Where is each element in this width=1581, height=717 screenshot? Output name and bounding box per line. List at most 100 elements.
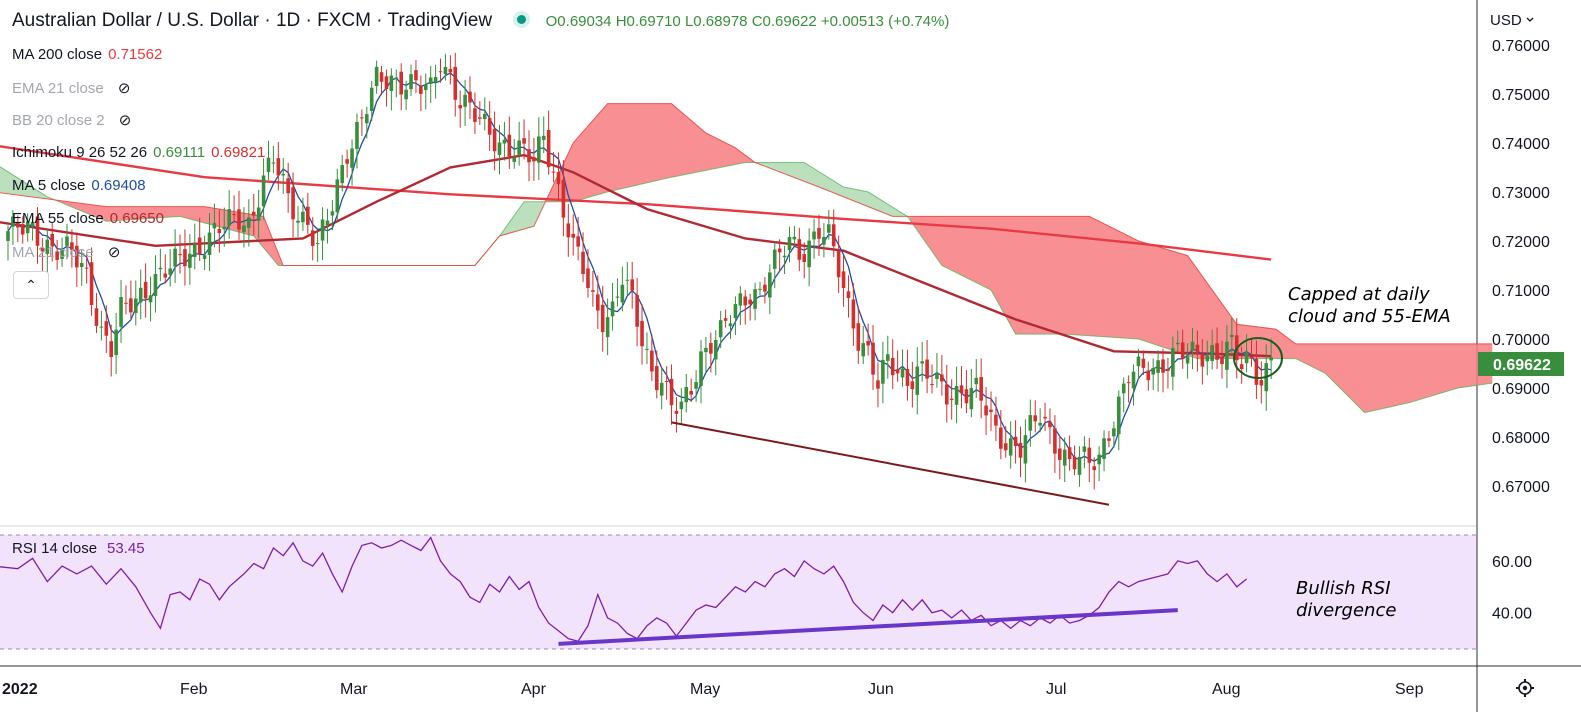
legend-ma200[interactable]: MA 200 close 0.71562 [12,46,162,63]
candle-body [674,410,679,414]
candle-body [379,72,384,82]
candle-body [640,320,644,347]
candle-body [772,249,777,269]
candle-body [1048,422,1052,428]
candle-body [866,340,870,346]
candle-body [1146,370,1151,381]
candle-body [596,294,600,311]
candle-body [227,209,231,226]
candle-body [905,368,910,386]
candle-body [202,255,207,259]
time-axis-tick: Jul [1046,681,1066,698]
candle-body [1126,382,1131,384]
candle-body [217,228,222,234]
cloud-segment [546,103,756,202]
time-axis-tick: Jun [868,681,894,698]
candle-body [271,162,276,164]
legend-bb[interactable]: BB 20 close 2 ⊘ [12,111,131,129]
candle-body [979,377,983,401]
candle-body [984,405,988,416]
candle-body [1200,353,1205,367]
annotation-capped-line2: cloud and 55-EMA [1288,306,1451,327]
candle-body [419,86,423,94]
candle-body [1195,344,1200,352]
candle-body [463,94,467,107]
candle-body [492,128,497,152]
candle-body [1102,438,1106,459]
candle-body [748,299,752,305]
candle-body [610,301,615,317]
candle-body [124,302,128,304]
candle-body [242,225,246,233]
chevron-down-icon[interactable] [1526,17,1534,22]
candle-body [384,76,389,90]
candle-body [527,149,531,163]
candle-body [532,157,536,162]
ma5-value: 0.69408 [91,177,146,194]
ohlc-values: O0.69034 H0.69710 L0.68978 C0.69622 +0.0… [546,13,950,30]
candle-body [448,68,453,73]
candle-body [340,165,345,184]
eye-hidden-icon[interactable]: ⊘ [117,80,131,97]
time-axis-tick: Aug [1212,681,1240,698]
candle-body [718,320,723,338]
legend-ma5[interactable]: MA 5 close 0.69408 [12,177,146,194]
candle-body [974,377,979,385]
collapse-legend-button[interactable]: ⌃ [13,271,49,299]
candle-body [345,159,349,164]
candle-body [768,272,772,298]
candle-body [556,172,561,185]
currency-selector[interactable]: USD [1490,12,1522,29]
candle-body [1225,341,1229,370]
legend-ma21[interactable]: MA 21 close ⊘ [12,243,120,261]
annotation-capped-line1: Capped at daily [1288,284,1430,305]
legend-ichimoku[interactable]: Ichimoku 9 26 52 26 0.69111 0.69821 [12,144,265,161]
candle-body [389,75,394,91]
rsi-axis-tick: 60.00 [1492,554,1532,571]
candle-body [1156,360,1160,373]
candle-body [399,71,403,95]
candle-body [1112,428,1116,437]
legend-ema21[interactable]: EMA 21 close ⊘ [12,79,130,97]
candle-body [1013,436,1018,447]
candle-body [541,135,546,140]
legend-rsi[interactable]: RSI 14 close 53.45 [12,540,145,557]
candle-body [350,148,354,168]
candle-body [286,178,290,194]
settings-gear-icon[interactable] [1516,679,1534,697]
time-axis-tick: May [690,681,720,698]
candle-body [188,253,192,268]
candle-body [1151,367,1155,375]
candle-body [600,304,605,333]
candle-body [861,343,866,357]
candle-body [409,74,413,90]
candle-body [394,77,399,79]
candle-body [694,382,698,389]
candle-body [168,268,172,275]
price-axis[interactable]: 0.76000 0.75000 0.74000 0.73000 0.72000 0.710… [1492,38,1550,496]
price-axis-tick: 0.76000 [1492,38,1550,55]
candle-body [296,220,300,223]
annotation-bullish-line1: Bullish RSI [1296,578,1391,599]
time-axis[interactable]: 2022 Feb Mar Apr May Jun Jul Aug Sep [2,681,1424,698]
ema55-label: EMA 55 close [12,210,104,227]
candle-body [876,380,880,389]
candle-body [207,232,212,255]
candle-body [148,295,153,303]
candle-body [699,351,703,386]
candle-body [335,179,340,213]
candle-body [1097,454,1101,465]
eye-hidden-icon[interactable]: ⊘ [118,112,132,129]
candle-body [79,262,84,268]
candle-body [620,284,625,303]
eye-hidden-icon[interactable]: ⊘ [107,244,121,261]
rsi-value: 53.45 [107,540,145,557]
candle-body [645,348,649,350]
candle-body [1033,415,1038,422]
candle-body [109,341,114,357]
price-badge: 0.69622 [1493,357,1551,374]
legend-ema55[interactable]: EMA 55 close 0.69650 [12,210,164,227]
rsi-axis[interactable]: 60.00 40.00 [1492,554,1532,623]
